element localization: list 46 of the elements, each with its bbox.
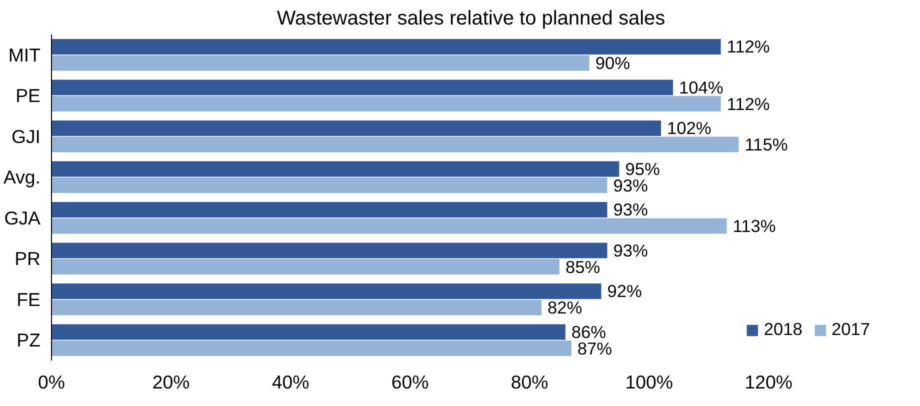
bar bbox=[52, 324, 566, 340]
y-tick-label: GJI bbox=[11, 126, 41, 147]
data-label: 115% bbox=[744, 134, 788, 155]
x-tick-label: 100% bbox=[625, 372, 673, 392]
bar bbox=[52, 259, 560, 275]
data-label: 85% bbox=[565, 256, 600, 277]
bar bbox=[52, 38, 721, 54]
bar bbox=[52, 136, 739, 152]
x-tick-label: 80% bbox=[510, 372, 548, 392]
y-tick-label: FE bbox=[16, 288, 41, 310]
x-tick-label: 60% bbox=[391, 372, 429, 392]
x-tick-label: 120% bbox=[744, 372, 792, 392]
chart-title: Wastewaster sales relative to planned sales bbox=[276, 8, 666, 30]
x-tick-label: 20% bbox=[152, 372, 190, 392]
legend-label: 2018 bbox=[764, 319, 802, 340]
y-tick-label: PR bbox=[14, 248, 41, 270]
data-label: 112% bbox=[726, 94, 770, 114]
y-tick-label: PZ bbox=[16, 330, 41, 351]
bar bbox=[52, 120, 662, 136]
x-tick-label: 0% bbox=[38, 372, 65, 392]
bar bbox=[52, 161, 620, 177]
data-label: 113% bbox=[732, 216, 776, 236]
y-tick-label: MIT bbox=[8, 44, 41, 66]
y-tick-label: PE bbox=[16, 85, 41, 106]
data-label: 82% bbox=[548, 298, 582, 318]
legend-label: 2017 bbox=[831, 319, 870, 340]
y-tick-label: GJA bbox=[4, 207, 42, 228]
bar bbox=[52, 55, 590, 71]
data-label: 102% bbox=[667, 118, 712, 138]
data-label: 90% bbox=[595, 53, 630, 74]
data-label: 92% bbox=[607, 281, 642, 302]
data-label: 93% bbox=[613, 200, 648, 220]
data-label: 93% bbox=[613, 240, 648, 260]
data-label: 112% bbox=[726, 36, 770, 57]
bar bbox=[52, 242, 608, 258]
data-label: 104% bbox=[678, 77, 724, 98]
bar bbox=[52, 96, 721, 112]
bar bbox=[52, 300, 542, 316]
bar bbox=[52, 80, 673, 96]
x-tick-label: 40% bbox=[272, 372, 310, 392]
bar bbox=[52, 178, 608, 194]
bar bbox=[52, 340, 572, 356]
y-tick-label: Avg. bbox=[4, 166, 41, 188]
bar bbox=[52, 283, 602, 299]
bar bbox=[52, 218, 727, 234]
bar bbox=[52, 202, 608, 218]
